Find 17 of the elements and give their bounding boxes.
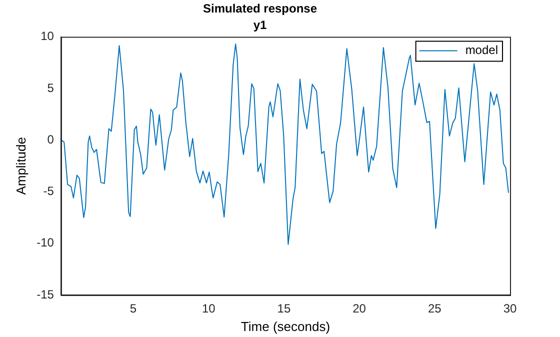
x-tick-label: 10 (202, 302, 216, 316)
chart-subtitle: y1 (253, 18, 267, 32)
y-axis-title: Amplitude (13, 136, 28, 195)
y-tick-label: 0 (47, 132, 54, 146)
x-tick-label: 5 (130, 302, 137, 316)
x-axis-title: Time (seconds) (240, 318, 330, 334)
y-tick-label: -10 (36, 236, 54, 250)
x-tick-label: 15 (277, 302, 291, 316)
y-tick-label: 10 (40, 29, 54, 44)
y-tick-label: -15 (36, 287, 54, 302)
x-tick-label: 20 (352, 302, 366, 316)
chart-title: Simulated response (202, 2, 318, 16)
y-tick-label: 5 (47, 80, 54, 95)
legend-label: model (465, 43, 498, 58)
x-tick-label: 30 (503, 302, 517, 316)
x-tick-label: 25 (428, 302, 442, 316)
y-tick-label: -5 (43, 184, 54, 198)
